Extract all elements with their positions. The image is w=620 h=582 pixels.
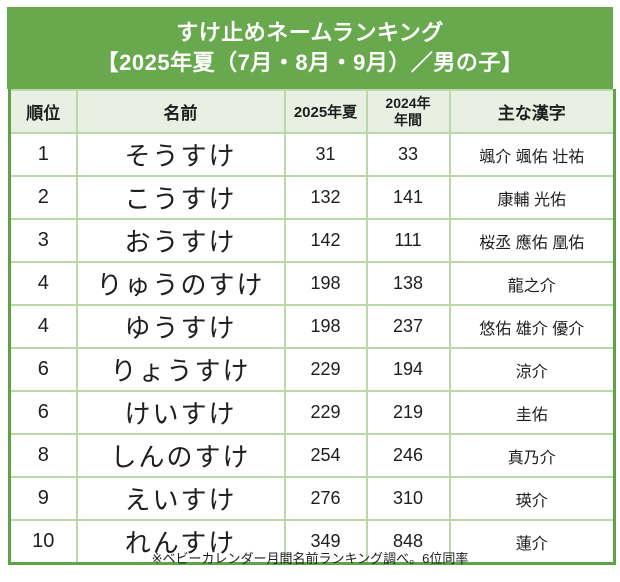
value-2025-cell: 276 xyxy=(283,476,368,521)
header-main-kanji: 主な漢字 xyxy=(448,89,616,134)
kanji-cell: 真乃介 xyxy=(448,433,616,478)
table-row: 9 えいすけ 276 310 瑛介 xyxy=(8,476,616,521)
rank-cell: 4 xyxy=(8,304,78,349)
header-row: 順位 名前 2025年夏 2024年 年間 主な漢字 xyxy=(8,89,616,134)
table-row: 8 しんのすけ 254 246 真乃介 xyxy=(8,433,616,478)
value-2025-cell: 132 xyxy=(283,175,368,220)
table-row: 6 りょうすけ 229 194 涼介 xyxy=(8,347,616,392)
kanji-cell: 涼介 xyxy=(448,347,616,392)
ranking-table: 順位 名前 2025年夏 2024年 年間 主な漢字 1 そうすけ 31 33 颯介 颯… xyxy=(8,89,616,565)
name-cell: けいすけ xyxy=(75,390,286,435)
value-2024-cell: 219 xyxy=(365,390,451,435)
kanji-cell: 康輔 光佑 xyxy=(448,175,616,220)
value-2024-cell: 237 xyxy=(365,304,451,349)
value-2024-cell: 310 xyxy=(365,476,451,521)
table-row: 4 りゅうのすけ 198 138 龍之介 xyxy=(8,261,616,306)
name-cell: れんすけ xyxy=(75,519,286,565)
kanji-cell: 桜丞 應佑 凰佑 xyxy=(448,218,616,263)
rank-cell: 1 xyxy=(8,132,78,177)
name-cell: りょうすけ xyxy=(75,347,286,392)
table-header: 順位 名前 2025年夏 2024年 年間 主な漢字 xyxy=(8,89,616,134)
value-2025-cell: 142 xyxy=(283,218,368,263)
value-2024-cell: 848 xyxy=(365,519,451,565)
header-2024-line1: 2024年 xyxy=(385,95,431,112)
footnote: ※ベビーカレンダー月間名前ランキング調べ。6位同率 xyxy=(151,551,469,566)
table-row: 1 そうすけ 31 33 颯介 颯佑 壮祐 xyxy=(8,132,616,177)
page-title-line1: すけ止めネームランキング xyxy=(176,20,444,45)
rank-cell: 6 xyxy=(8,347,78,392)
table-row: 3 おうすけ 142 111 桜丞 應佑 凰佑 xyxy=(8,218,616,263)
name-cell: おうすけ xyxy=(75,218,286,263)
name-cell: そうすけ xyxy=(75,132,286,177)
rank-cell: 3 xyxy=(8,218,78,263)
name-cell: しんのすけ xyxy=(75,433,286,478)
table-row: 4 ゆうすけ 198 237 悠佑 雄介 優介 xyxy=(8,304,616,349)
value-2024-cell: 111 xyxy=(365,218,451,263)
table-row: 10 れんすけ 349 848 蓮介 xyxy=(8,519,616,565)
rank-cell: 6 xyxy=(8,390,78,435)
page-title-line2: 【2025年夏（7月・8月・9月）／男の子】 xyxy=(96,50,524,75)
kanji-cell: 龍之介 xyxy=(448,261,616,306)
table-row: 6 けいすけ 229 219 圭佑 xyxy=(8,390,616,435)
value-2024-cell: 138 xyxy=(365,261,451,306)
rank-cell: 4 xyxy=(8,261,78,306)
name-cell: りゅうのすけ xyxy=(75,261,286,306)
kanji-cell: 蓮介 xyxy=(448,519,616,565)
value-2025-cell: 229 xyxy=(283,390,368,435)
header-rank: 順位 xyxy=(8,89,78,134)
header-name: 名前 xyxy=(75,89,286,134)
kanji-cell: 悠佑 雄介 優介 xyxy=(448,304,616,349)
value-2025-cell: 31 xyxy=(283,132,368,177)
name-cell: こうすけ xyxy=(75,175,286,220)
kanji-cell: 瑛介 xyxy=(448,476,616,521)
value-2024-cell: 33 xyxy=(365,132,451,177)
value-2024-cell: 246 xyxy=(365,433,451,478)
value-2025-cell: 254 xyxy=(283,433,368,478)
value-2025-cell: 349 xyxy=(283,519,368,565)
rank-cell: 2 xyxy=(8,175,78,220)
name-cell: ゆうすけ xyxy=(75,304,286,349)
rank-cell: 10 xyxy=(8,519,78,565)
kanji-cell: 圭佑 xyxy=(448,390,616,435)
name-cell: えいすけ xyxy=(75,476,286,521)
table-row: 2 こうすけ 132 141 康輔 光佑 xyxy=(8,175,616,220)
value-2025-cell: 198 xyxy=(283,304,368,349)
value-2025-cell: 229 xyxy=(283,347,368,392)
title-banner: すけ止めネームランキング 【2025年夏（7月・8月・9月）／男の子】 xyxy=(7,7,613,89)
header-2025-summer: 2025年夏 xyxy=(283,89,368,134)
value-2024-cell: 141 xyxy=(365,175,451,220)
value-2025-cell: 198 xyxy=(283,261,368,306)
header-2024-annual: 2024年 年間 xyxy=(365,89,451,134)
value-2024-cell: 194 xyxy=(365,347,451,392)
rank-cell: 9 xyxy=(8,476,78,521)
table-body: 1 そうすけ 31 33 颯介 颯佑 壮祐 2 こうすけ 132 141 康輔 光佑 3 おうすけ 14… xyxy=(8,132,616,565)
rank-cell: 8 xyxy=(8,433,78,478)
kanji-cell: 颯介 颯佑 壮祐 xyxy=(448,132,616,177)
header-2024-line2: 年間 xyxy=(394,111,422,128)
